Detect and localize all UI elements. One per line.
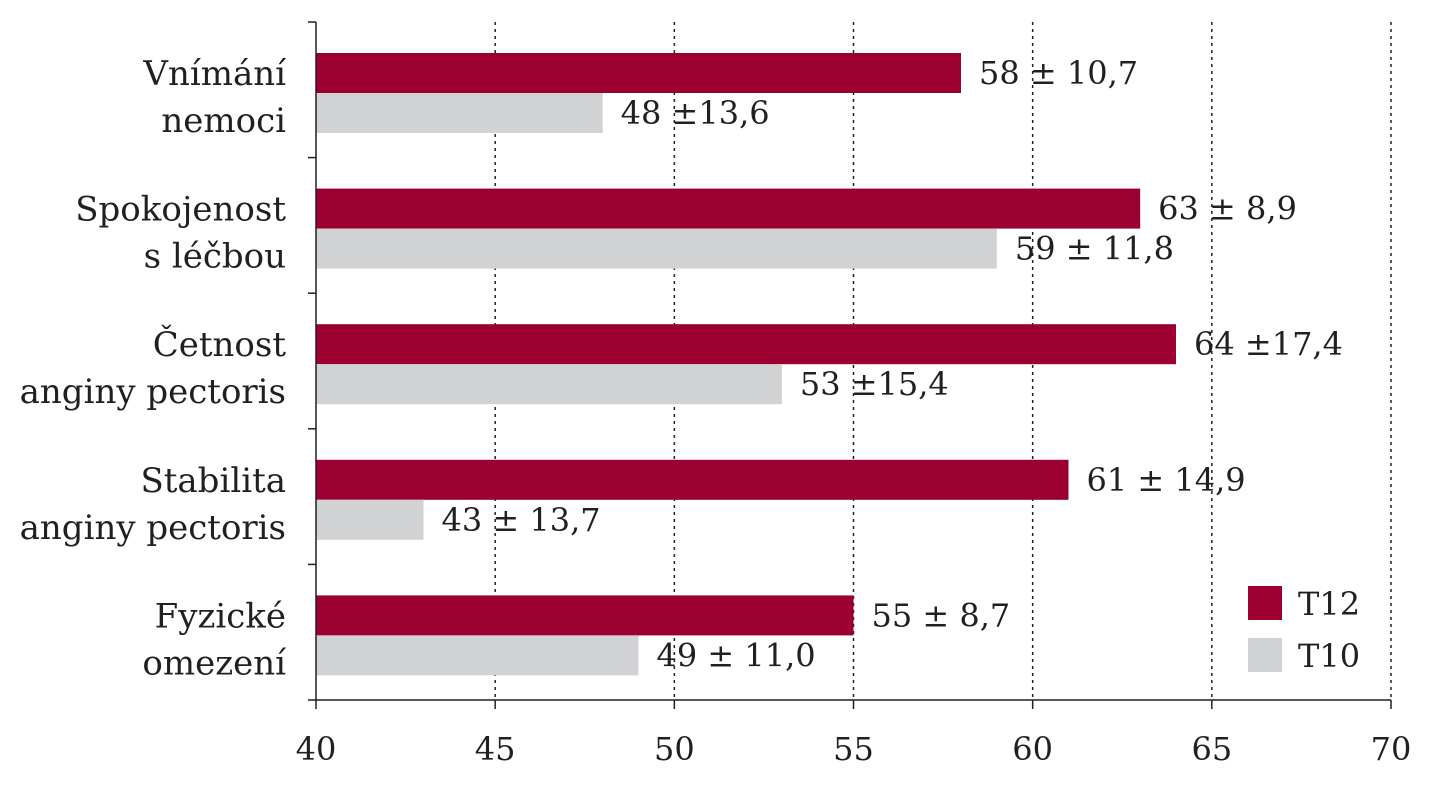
- bar-t10-1: [316, 228, 997, 269]
- category-label-1-1: s léčbou: [144, 237, 286, 277]
- x-tick-label-50: 50: [654, 730, 695, 768]
- x-tick-label-65: 65: [1191, 730, 1232, 768]
- data-label-t10-1: 59 ± 11,8: [1015, 230, 1174, 268]
- x-tick-label-70: 70: [1371, 730, 1412, 768]
- category-label-3-1: anginy pectoris: [20, 508, 286, 548]
- x-tick-label-55: 55: [833, 730, 874, 768]
- x-tick-label-60: 60: [1012, 730, 1053, 768]
- data-labels: 58 ± 10,7 48 ±13,6 63 ± 8,959 ± 11,8 64 ±17…: [442, 54, 1343, 674]
- data-label-t10-2: 53 ±15,4: [800, 365, 949, 403]
- data-label-t12-1: 63 ± 8,9: [1158, 190, 1297, 228]
- category-label-1-0: Spokojenost: [75, 190, 286, 230]
- legend-swatch-t10: [1248, 638, 1282, 672]
- category-label-0-0: Vnímání: [142, 54, 287, 94]
- category-label-0-1: nemoci: [161, 101, 286, 141]
- category-label-3-0: Stabilita: [140, 461, 286, 501]
- bar-t12-4: [316, 595, 854, 636]
- bar-t10-4: [316, 635, 639, 676]
- legend-swatch-t12: [1248, 586, 1282, 620]
- data-label-t12-0: 58 ± 10,7: [979, 54, 1138, 92]
- legend-label-t12: T12: [1298, 585, 1360, 623]
- axes: Vnímání nemoci Spokojenost s léčbou Četnost a…: [20, 21, 1412, 768]
- x-tick-label-45: 45: [475, 730, 516, 768]
- bar-t12-1: [316, 188, 1141, 229]
- bar-t12-0: [316, 53, 961, 93]
- bar-t10-0: [316, 93, 603, 133]
- data-label-t10-4: 49 ± 11,0: [657, 636, 816, 674]
- bars: [316, 53, 1176, 676]
- bar-t10-3: [316, 499, 424, 540]
- category-label-2-1: anginy pectoris: [20, 372, 286, 412]
- bar-t12-3: [316, 459, 1069, 500]
- category-label-4-1: omezení: [142, 643, 287, 683]
- data-label-t10-3: 43 ± 13,7: [442, 501, 601, 539]
- data-label-t12-2: 64 ±17,4: [1194, 325, 1343, 363]
- bar-t12-2: [316, 324, 1176, 365]
- category-label-4-0: Fyzické: [155, 596, 286, 636]
- legend-label-t10: T10: [1298, 637, 1360, 675]
- bar-t10-2: [316, 364, 782, 405]
- data-label-t12-3: 61 ± 14,9: [1087, 461, 1246, 499]
- data-label-t12-4: 55 ± 8,7: [872, 596, 1011, 634]
- data-label-t10-0: 48 ±13,6: [621, 94, 770, 132]
- category-label-2-0: Četnost: [153, 324, 287, 365]
- x-tick-label-40: 40: [296, 730, 337, 768]
